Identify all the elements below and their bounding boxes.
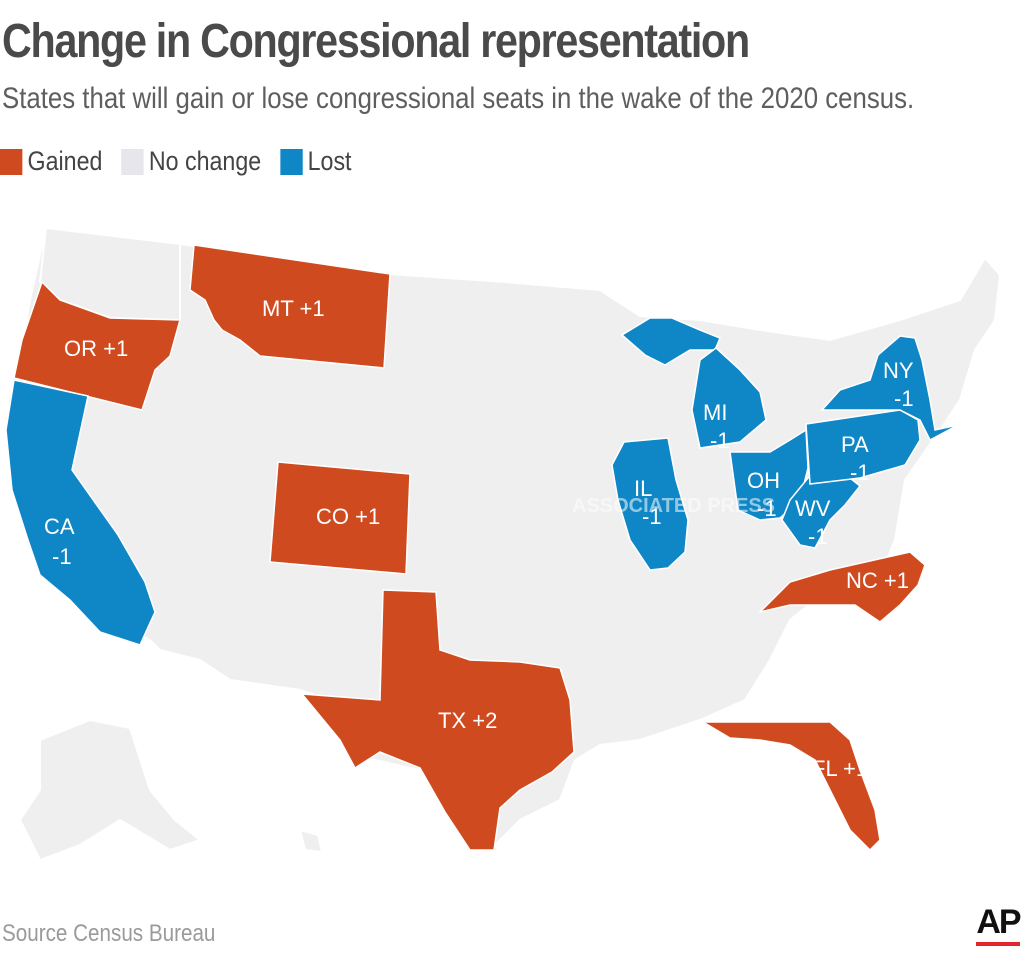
state-ny — [820, 335, 959, 442]
legend-swatch-no-change — [121, 148, 144, 175]
state-tx — [300, 589, 575, 851]
legend-swatch-lost — [280, 148, 303, 175]
hawaii-shape — [298, 828, 324, 854]
label-ca-val: -1 — [52, 544, 72, 569]
label-nc: NC +1 — [846, 568, 909, 593]
state-or — [13, 280, 181, 411]
label-oh-abbr: OH — [747, 468, 780, 493]
label-tx: TX +2 — [438, 708, 497, 733]
us-map: ASSOCIATED PRESS OR +1 MT +1 CO +1 TX +2… — [5, 226, 1002, 862]
label-il-abbr: IL — [634, 476, 652, 501]
label-ny-val: -1 — [894, 386, 914, 411]
label-mi-val: -1 — [710, 428, 730, 453]
label-or: OR +1 — [64, 336, 128, 361]
legend-item-gained: Gained — [0, 146, 102, 177]
label-ny-abbr: NY — [883, 358, 914, 383]
label-il-val: -1 — [642, 504, 662, 529]
legend-label-gained: Gained — [27, 146, 103, 176]
ap-logo: AP — [976, 903, 1022, 946]
ap-logo-bar — [976, 942, 1020, 946]
chart-subtitle: States that will gain or lose congressio… — [2, 82, 915, 115]
label-wv-abbr: WV — [795, 496, 831, 521]
state-mt — [189, 244, 391, 369]
state-co — [269, 461, 411, 575]
ap-logo-text: AP — [976, 903, 1021, 941]
label-fl: FL +1 — [812, 756, 868, 781]
label-oh-val: -1 — [757, 496, 777, 521]
legend-swatch-gained — [0, 148, 23, 175]
label-pa-val: -1 — [850, 460, 870, 485]
state-mi-upper — [620, 317, 721, 366]
label-mt: MT +1 — [262, 296, 325, 321]
state-mi-lower — [691, 347, 767, 449]
label-ca-abbr: CA — [44, 514, 75, 539]
label-wv-val: -1 — [808, 524, 828, 549]
label-mi-abbr: MI — [703, 400, 727, 425]
state-ca — [5, 379, 156, 646]
alaska-shape — [18, 718, 203, 862]
label-co: CO +1 — [316, 504, 380, 529]
legend-label-no-change: No change — [148, 146, 262, 176]
legend-label-lost: Lost — [307, 146, 352, 176]
legend-item-no-change: No change — [121, 146, 261, 177]
chart-title: Change in Congressional representation — [2, 15, 750, 68]
state-nc — [757, 551, 926, 623]
state-il — [611, 437, 689, 571]
watermark-text: ASSOCIATED PRESS — [572, 495, 775, 517]
legend: Gained No change Lost — [0, 146, 370, 177]
legend-item-lost: Lost — [280, 146, 352, 177]
state-fl — [700, 721, 881, 852]
source-note: Source Census Bureau — [2, 920, 216, 947]
label-pa-abbr: PA — [841, 432, 869, 457]
